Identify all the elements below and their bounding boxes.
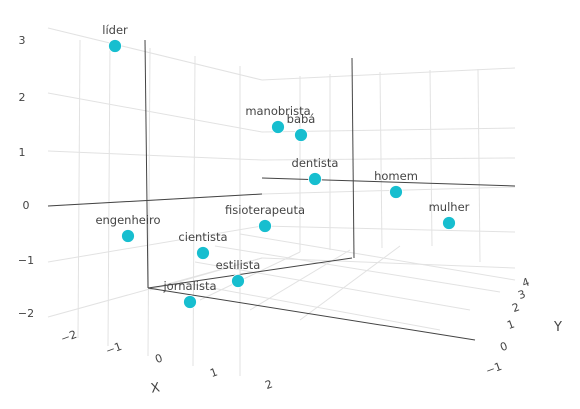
y-tick-label: 2 [510,300,521,315]
grid-line [261,157,516,161]
point-marker [121,229,135,243]
y-tick-label: −1 [484,360,504,378]
x-tick-label: 0 [153,351,164,366]
grid-line [47,92,263,133]
grid-line [477,68,481,263]
grid-line [299,245,401,321]
z-tick-label: −1 [18,254,34,267]
axis-line [147,257,353,289]
y-tick-label: 1 [505,317,516,332]
grid-line [77,39,81,339]
grid-line [261,225,516,233]
data-point[interactable]: engenheiro [95,213,161,243]
x-tick-label: −2 [59,328,79,346]
point-label: homem [374,169,418,183]
point-label: manobrista [245,104,310,118]
point-marker [231,274,245,288]
data-point[interactable]: babá [287,112,316,142]
grid-line [199,251,301,301]
data-point[interactable]: jornalista [162,279,217,309]
point-marker [183,295,197,309]
point-label: babá [287,112,316,126]
x-tick-label: −1 [104,340,124,358]
axis-line [47,193,263,207]
point-label: líder [102,23,128,37]
point-label: cientista [178,230,227,244]
grid-line [47,150,263,161]
grid-lines [47,27,516,376]
point-marker [108,39,122,53]
axis-line [351,57,355,259]
grid-line [239,233,516,281]
y-tick-label: 3 [516,287,527,302]
point-label: estilista [216,258,261,272]
grid-line [47,225,263,263]
grid-line [147,47,151,357]
grid-line [179,281,441,331]
point-marker [294,128,308,142]
grid-line [249,249,351,311]
grid-line [214,245,501,293]
data-point[interactable]: fisioterapeuta [225,203,305,233]
z-tick-label: −2 [18,307,34,320]
grid-line [379,71,383,249]
grid-line [107,43,111,347]
point-label: fisioterapeuta [225,203,305,217]
x-tick-label: 1 [208,365,219,380]
data-point[interactable]: mulher [429,200,470,230]
data-point[interactable]: cientista [178,230,228,260]
point-label: engenheiro [95,213,160,227]
point-label: mulher [429,200,470,214]
point-label: jornalista [162,279,216,293]
point-marker [258,219,272,233]
data-point[interactable]: manobrista [245,104,311,134]
grid-line [429,69,433,247]
point-marker [308,172,322,186]
grid-line [194,261,471,311]
z-tick-label: 2 [19,91,26,104]
point-label: dentista [292,156,339,170]
axis-line [144,39,149,289]
data-point[interactable]: líder [102,23,128,53]
x-axis-title: X [150,380,161,396]
x-tick-label: 2 [263,377,274,392]
grid-line [261,257,516,269]
data-point[interactable]: estilista [216,258,261,288]
point-marker [271,120,285,134]
z-tick-label: 3 [19,34,26,47]
y-tick-label: 4 [520,275,531,290]
y-axis-title: Y [553,320,562,335]
grid-line [47,27,263,81]
z-tick-label: 0 [23,199,30,212]
grid-line [261,67,516,81]
z-tick-label: 1 [19,146,26,159]
point-marker [196,246,210,260]
axis-lines [47,39,516,341]
axis-line [261,177,516,187]
point-marker [389,185,403,199]
point-marker [442,216,456,230]
data-point[interactable]: dentista [292,156,339,186]
grid-line [192,55,196,367]
y-tick-label: 0 [498,339,509,354]
data-point[interactable]: homem [374,169,418,199]
axis-line [147,287,476,341]
grid-line [261,186,516,195]
